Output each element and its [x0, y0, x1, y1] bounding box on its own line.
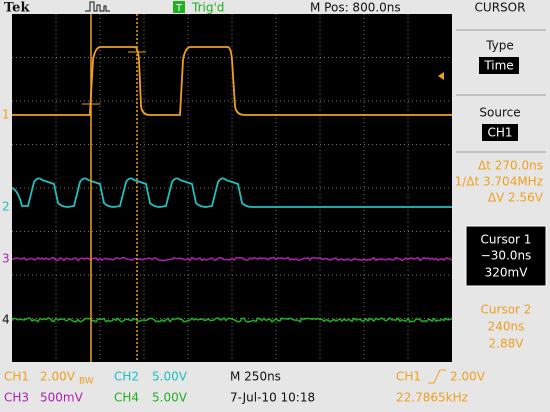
- ch3-scale: 500mV: [40, 391, 84, 405]
- cursor1-title: Cursor 1: [481, 233, 532, 247]
- trig-mark-bg: [173, 1, 185, 13]
- timebase: M 250ns: [230, 370, 281, 384]
- cursor2-volt: 2.88V: [489, 337, 525, 351]
- ch1-trace: [12, 46, 452, 116]
- ch2-marker: 2: [2, 200, 10, 214]
- trigger-pos: [92, 17, 99, 23]
- ch1-scale: 2.00V: [40, 370, 76, 384]
- ch2-label: CH2: [114, 370, 139, 384]
- inv-delta-t: 1/Δt 3.704MHz: [455, 175, 543, 189]
- trigger-level: [438, 72, 444, 80]
- ch3-trace: [11, 256, 453, 262]
- trig-mark: T: [175, 3, 183, 14]
- type-value: Time: [483, 59, 513, 73]
- trig-source: CH1: [396, 370, 421, 384]
- ch4-scale: 5.00V: [152, 391, 188, 405]
- ch4-label: CH4: [114, 391, 139, 405]
- cursor1-box: [465, 225, 547, 287]
- cursor1-volt: 320mV: [485, 266, 529, 280]
- cursor2-title: Cursor 2: [481, 303, 532, 317]
- ch1-bw: BW: [79, 377, 94, 387]
- ch1-marker: 1: [2, 108, 10, 122]
- delta-t: Δt 270.0ns: [478, 159, 543, 173]
- ch1-label: CH1: [4, 370, 29, 384]
- ch3-marker: 3: [2, 252, 10, 266]
- frequency: 22.7865kHz: [396, 391, 468, 405]
- cursor2-time: 240ns: [488, 320, 525, 334]
- ch2-trace: [11, 177, 452, 208]
- delta-v: ΔV 2.56V: [488, 191, 544, 205]
- ch4-marker: 4: [2, 313, 10, 327]
- position: M Pos: 800.0ns: [310, 1, 401, 15]
- type-box: [479, 57, 519, 74]
- brand: Tek: [4, 1, 30, 16]
- ch3-label: CH3: [4, 391, 29, 405]
- source-label: Source: [479, 106, 520, 120]
- menu-title: CURSOR: [475, 1, 526, 15]
- trigger-status: Trig'd: [191, 1, 224, 15]
- ch2-scale: 5.00V: [152, 370, 188, 384]
- trigger-icon: [85, 1, 110, 12]
- type-label: Type: [485, 39, 514, 53]
- trig-level: 2.00V: [450, 370, 486, 384]
- source-value: CH1: [487, 126, 512, 140]
- edge-icon: [428, 369, 446, 384]
- date: 7-Jul-10 10:18: [230, 391, 315, 405]
- ch4-trace: [11, 316, 453, 323]
- source-box: [482, 124, 518, 141]
- cursor1-time: −30.0ns: [481, 249, 532, 263]
